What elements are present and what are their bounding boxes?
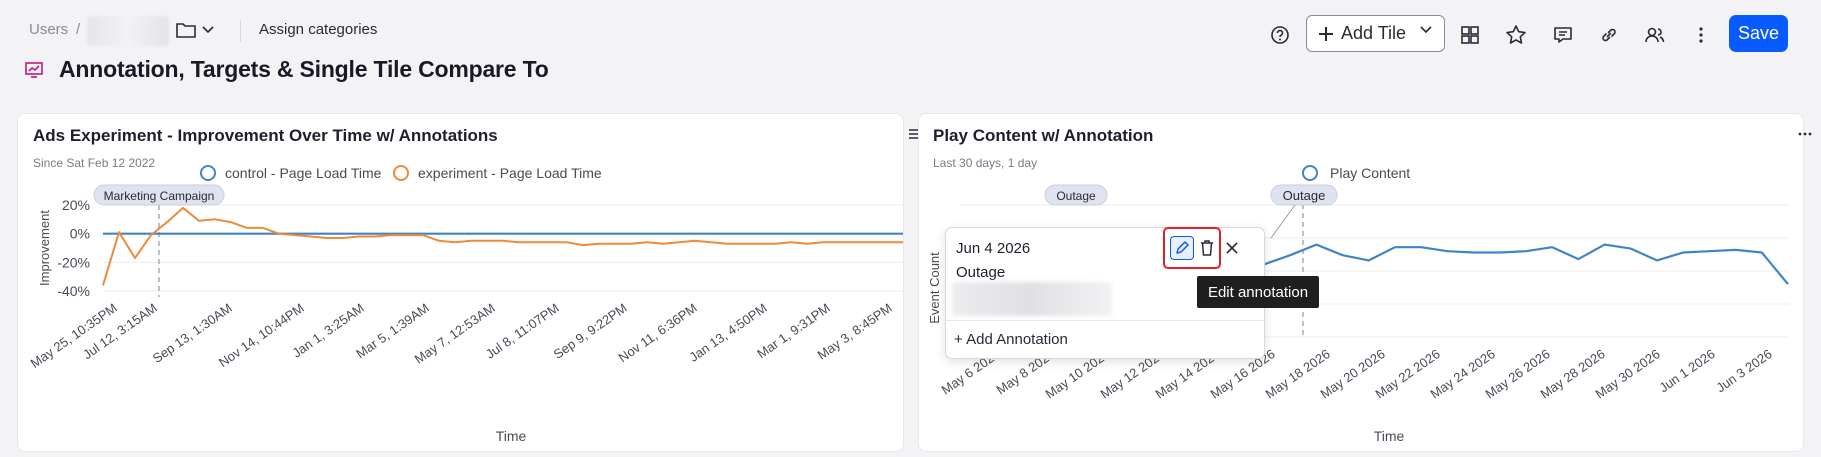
folder-icon bbox=[176, 23, 196, 38]
tile-title: Ads Experiment - Improvement Over Time w… bbox=[33, 126, 498, 145]
annotation-pill bbox=[1270, 184, 1338, 206]
x-tick-label: Jun 3 2026 bbox=[1713, 346, 1774, 395]
pencil-icon bbox=[1176, 241, 1189, 254]
assign-categories-link[interactable]: Assign categories bbox=[259, 21, 378, 38]
x-tick-label: Nov 11, 6:36PM bbox=[616, 300, 700, 365]
comment-icon bbox=[1554, 27, 1572, 43]
breadcrumb-separator: / bbox=[76, 21, 81, 38]
y-axis-label: Event Count bbox=[927, 252, 942, 324]
annotation-label: Outage bbox=[956, 264, 1006, 281]
annotation-label: Marketing Campaign bbox=[104, 189, 215, 203]
series-line-experiment bbox=[102, 206, 903, 286]
more-menu-button[interactable] bbox=[1686, 20, 1716, 50]
y-tick-label: -20% bbox=[57, 254, 90, 270]
comments-button[interactable] bbox=[1548, 20, 1578, 50]
annotation-date: Jun 4 2026 bbox=[956, 240, 1031, 257]
series-line-play-content bbox=[1263, 243, 1789, 285]
annotation-pill bbox=[1044, 184, 1108, 206]
star-icon bbox=[1506, 25, 1526, 44]
tile-subtitle: Last 30 days, 1 day bbox=[933, 156, 1038, 170]
add-tile-label: Add Tile bbox=[1341, 23, 1407, 43]
tile-ads-experiment[interactable]: Ads Experiment - Improvement Over Time w… bbox=[17, 113, 904, 452]
x-axis-label: Time bbox=[496, 428, 527, 444]
plus-icon bbox=[1319, 26, 1333, 41]
trash-icon bbox=[1201, 240, 1213, 256]
annotation-label: Outage bbox=[1056, 189, 1096, 203]
favorite-button[interactable] bbox=[1501, 20, 1531, 50]
close-icon bbox=[1226, 242, 1238, 254]
annotation-connector bbox=[1270, 204, 1296, 239]
y-tick-label: 20% bbox=[62, 197, 90, 213]
users-icon bbox=[1645, 27, 1665, 43]
add-tile-button[interactable]: Add Tile bbox=[1306, 15, 1445, 52]
annotation-description-redacted bbox=[952, 282, 1112, 316]
breadcrumb-redacted[interactable] bbox=[87, 16, 169, 46]
help-button[interactable] bbox=[1265, 20, 1295, 50]
legend-label: control - Page Load Time bbox=[225, 165, 382, 181]
layout-button[interactable] bbox=[1455, 20, 1485, 50]
legend-label: experiment - Page Load Time bbox=[418, 165, 602, 181]
highlight-box bbox=[1163, 227, 1221, 269]
tile-play-content[interactable]: Play Content w/ Annotation Last 30 days,… bbox=[918, 113, 1804, 452]
share-button[interactable] bbox=[1640, 20, 1670, 50]
legend-marker bbox=[393, 165, 409, 181]
chevron-down-icon bbox=[202, 26, 214, 34]
more-horizontal-icon[interactable] bbox=[1796, 127, 1814, 141]
legend-label: Play Content bbox=[1330, 165, 1410, 181]
legend-marker bbox=[200, 165, 216, 181]
y-axis-label: Improvement bbox=[37, 210, 52, 286]
help-icon bbox=[1271, 26, 1289, 44]
copy-link-button[interactable] bbox=[1594, 20, 1624, 50]
breadcrumb-users[interactable]: Users bbox=[29, 21, 69, 38]
edit-annotation-tooltip: Edit annotation bbox=[1197, 276, 1319, 308]
save-button[interactable]: Save bbox=[1729, 15, 1788, 52]
link-icon bbox=[1602, 28, 1616, 42]
page-title: Annotation, Targets & Single Tile Compar… bbox=[59, 56, 549, 82]
top-bar: Users / Assign categories Annotation, Ta… bbox=[0, 0, 1821, 110]
chevron-down-icon bbox=[1420, 26, 1432, 34]
more-icon bbox=[1699, 27, 1703, 43]
chart-ads-experiment[interactable]: control - Page Load Time experiment - Pag… bbox=[18, 114, 904, 452]
legend-marker bbox=[1302, 165, 1318, 181]
y-tick-label: -40% bbox=[57, 283, 90, 299]
divider bbox=[240, 20, 241, 42]
close-popup-button[interactable] bbox=[1222, 236, 1242, 260]
delete-annotation-button[interactable] bbox=[1198, 236, 1216, 260]
x-axis-label: Time bbox=[1374, 428, 1405, 444]
tile-subtitle: Since Sat Feb 12 2022 bbox=[33, 156, 156, 170]
annotation-label: Outage bbox=[1283, 188, 1326, 203]
annotation-pill bbox=[93, 184, 225, 206]
divider bbox=[946, 320, 1264, 321]
add-annotation-button[interactable]: + Add Annotation bbox=[954, 331, 1068, 348]
dashboard-icon bbox=[25, 62, 43, 78]
tile-title: Play Content w/ Annotation bbox=[933, 126, 1154, 145]
folder-dropdown[interactable] bbox=[176, 19, 220, 41]
edit-annotation-button[interactable] bbox=[1170, 236, 1194, 260]
y-tick-label: 0% bbox=[70, 226, 90, 242]
x-tick-label: Jun 1 2026 bbox=[1656, 346, 1717, 395]
layout-icon bbox=[1461, 26, 1479, 44]
